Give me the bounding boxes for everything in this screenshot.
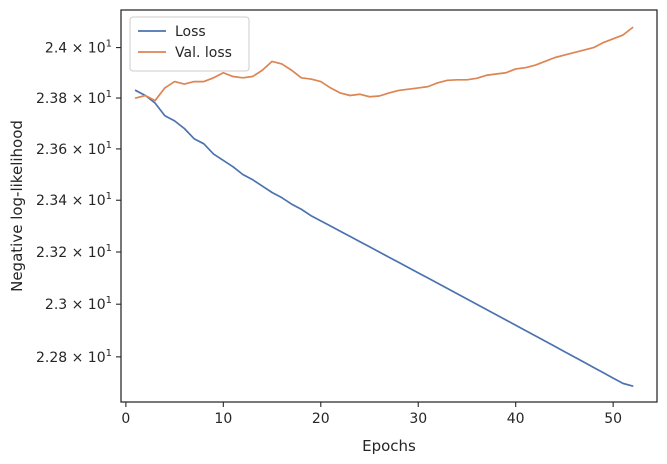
legend-label-1: Val. loss <box>175 45 232 61</box>
y-tick-times: × 10 <box>67 245 105 261</box>
y-tick-times: × 10 <box>67 91 105 107</box>
plot-frame <box>120 9 658 403</box>
y-tick-mantissa: 2.32 <box>36 245 67 261</box>
x-tick-label: 30 <box>409 411 427 427</box>
series-line-1 <box>134 26 634 102</box>
x-tick-label: 10 <box>214 411 232 427</box>
y-tick-mantissa: 2.36 <box>36 142 67 158</box>
x-tick-label: 0 <box>121 411 130 427</box>
x-tick-label: 50 <box>604 411 622 427</box>
y-tick-exponent: 1 <box>106 89 112 100</box>
legend: Loss Val. loss <box>129 16 250 72</box>
y-tick-times: × 10 <box>67 193 105 209</box>
x-tick-label: 20 <box>312 411 330 427</box>
legend-label-0: Loss <box>175 24 206 40</box>
y-tick-mantissa: 2.28 <box>36 350 67 366</box>
series-line-0 <box>134 89 634 387</box>
y-tick-mantissa: 2.34 <box>36 193 67 209</box>
series-layer <box>134 26 634 387</box>
y-tick-label: 2.36 × 101 <box>36 140 112 158</box>
y-tick-label: 2.32 × 101 <box>36 243 112 261</box>
y-tick-mantissa: 2.4 <box>45 41 67 57</box>
y-tick-mantissa: 2.38 <box>36 91 67 107</box>
y-tick-times: × 10 <box>67 142 105 158</box>
y-tick-exponent: 1 <box>106 348 112 359</box>
y-tick-exponent: 1 <box>106 295 112 306</box>
y-tick-label: 2.28 × 101 <box>36 348 112 366</box>
y-tick-label: 2.34 × 101 <box>36 191 112 209</box>
y-tick-times: × 10 <box>67 297 105 313</box>
y-tick-times: × 10 <box>67 350 105 366</box>
x-axis-label: Epochs <box>362 437 416 455</box>
y-tick-times: × 10 <box>67 41 105 57</box>
y-tick-exponent: 1 <box>106 243 112 254</box>
y-tick-label: 2.38 × 101 <box>36 89 112 107</box>
y-tick-mantissa: 2.3 <box>45 297 67 313</box>
y-tick-exponent: 1 <box>106 39 112 50</box>
y-tick-exponent: 1 <box>106 140 112 151</box>
y-axis-label: Negative log-likelihood <box>8 120 26 292</box>
y-tick-label: 2.4 × 101 <box>45 39 112 57</box>
y-tick-label: 2.3 × 101 <box>45 295 112 313</box>
y-tick-exponent: 1 <box>106 191 112 202</box>
x-tick-label: 40 <box>507 411 525 427</box>
x-axis: 0 10 20 30 40 50 <box>121 402 622 427</box>
